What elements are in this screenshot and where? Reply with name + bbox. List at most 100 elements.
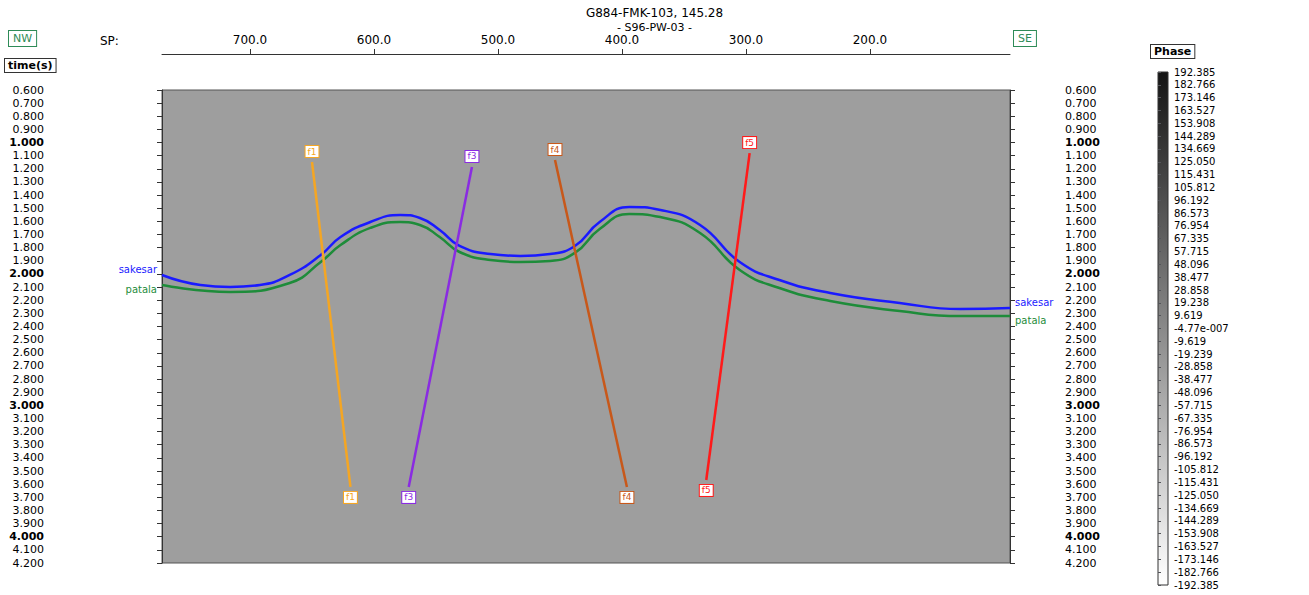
svg-text:3.000: 3.000 (9, 399, 44, 412)
svg-text:500.0: 500.0 (481, 33, 515, 47)
svg-text:f3: f3 (467, 151, 476, 161)
svg-text:4.000: 4.000 (9, 530, 44, 543)
svg-text:125.050: 125.050 (1174, 156, 1215, 167)
svg-text:1.100: 1.100 (13, 149, 45, 162)
svg-text:2.600: 2.600 (13, 346, 45, 359)
svg-text:2.100: 2.100 (13, 281, 45, 294)
svg-text:3.600: 3.600 (1065, 478, 1097, 491)
svg-text:1.700: 1.700 (1065, 228, 1097, 241)
svg-text:-144.289: -144.289 (1174, 515, 1219, 526)
svg-text:-48.096: -48.096 (1174, 387, 1213, 398)
svg-text:4.100: 4.100 (1065, 543, 1097, 556)
svg-text:-96.192: -96.192 (1174, 451, 1213, 462)
svg-text:-153.908: -153.908 (1174, 528, 1219, 539)
svg-text:134.669: 134.669 (1174, 143, 1215, 154)
svg-text:3.700: 3.700 (13, 491, 45, 504)
svg-text:3.500: 3.500 (13, 465, 45, 478)
svg-text:3.400: 3.400 (1065, 451, 1097, 464)
svg-text:1.600: 1.600 (13, 215, 45, 228)
svg-text:NW: NW (13, 32, 32, 45)
svg-text:173.146: 173.146 (1174, 92, 1215, 103)
svg-text:-173.146: -173.146 (1174, 554, 1219, 565)
svg-text:SP:: SP: (100, 34, 119, 48)
svg-text:48.096: 48.096 (1174, 259, 1209, 270)
svg-text:3.000: 3.000 (1065, 399, 1100, 412)
svg-text:57.715: 57.715 (1174, 246, 1209, 257)
svg-text:2.100: 2.100 (1065, 281, 1097, 294)
svg-text:300.0: 300.0 (729, 33, 763, 47)
svg-text:0.900: 0.900 (1065, 123, 1097, 136)
svg-text:time(s): time(s) (8, 59, 53, 72)
svg-text:-134.669: -134.669 (1174, 503, 1219, 514)
svg-text:2.400: 2.400 (1065, 320, 1097, 333)
svg-text:2.700: 2.700 (13, 359, 45, 372)
svg-text:153.908: 153.908 (1174, 118, 1215, 129)
svg-text:2.800: 2.800 (1065, 373, 1097, 386)
svg-text:3.800: 3.800 (1065, 504, 1097, 517)
svg-text:1.100: 1.100 (1065, 149, 1097, 162)
svg-text:Phase: Phase (1154, 45, 1191, 58)
svg-text:sakesar: sakesar (119, 264, 158, 275)
svg-text:-38.477: -38.477 (1174, 374, 1213, 385)
svg-text:-115.431: -115.431 (1174, 477, 1219, 488)
svg-text:-57.715: -57.715 (1174, 400, 1213, 411)
svg-text:-105.812: -105.812 (1174, 464, 1219, 475)
svg-text:4.200: 4.200 (13, 557, 45, 570)
svg-text:19.238: 19.238 (1174, 297, 1209, 308)
svg-text:86.573: 86.573 (1174, 208, 1209, 219)
svg-text:1.300: 1.300 (13, 175, 45, 188)
svg-text:-19.239: -19.239 (1174, 349, 1213, 360)
svg-text:2.500: 2.500 (13, 333, 45, 346)
svg-text:76.954: 76.954 (1174, 220, 1209, 231)
svg-text:1.500: 1.500 (13, 202, 45, 215)
svg-text:G884-FMK-103, 145.28: G884-FMK-103, 145.28 (586, 6, 723, 20)
svg-text:f4: f4 (551, 145, 560, 155)
svg-text:400.0: 400.0 (605, 33, 639, 47)
svg-text:2.000: 2.000 (1065, 267, 1100, 280)
svg-text:1.500: 1.500 (1065, 202, 1097, 215)
svg-text:3.800: 3.800 (13, 504, 45, 517)
svg-text:115.431: 115.431 (1174, 169, 1215, 180)
svg-text:-4.77e-007: -4.77e-007 (1174, 323, 1229, 334)
svg-text:0.800: 0.800 (1065, 110, 1097, 123)
svg-text:28.858: 28.858 (1174, 285, 1209, 296)
svg-text:1.800: 1.800 (13, 241, 45, 254)
svg-text:2.900: 2.900 (13, 386, 45, 399)
svg-text:182.766: 182.766 (1174, 79, 1215, 90)
svg-text:9.619: 9.619 (1174, 310, 1203, 321)
svg-text:3.600: 3.600 (13, 478, 45, 491)
svg-text:2.200: 2.200 (1065, 294, 1097, 307)
svg-text:-125.050: -125.050 (1174, 490, 1219, 501)
svg-text:1.600: 1.600 (1065, 215, 1097, 228)
svg-text:38.477: 38.477 (1174, 272, 1209, 283)
svg-text:3.300: 3.300 (13, 438, 45, 451)
svg-text:1.900: 1.900 (1065, 254, 1097, 267)
svg-text:2.900: 2.900 (1065, 386, 1097, 399)
svg-text:f1: f1 (308, 147, 317, 157)
svg-text:3.700: 3.700 (1065, 491, 1097, 504)
svg-text:1.200: 1.200 (1065, 162, 1097, 175)
svg-text:2.300: 2.300 (1065, 307, 1097, 320)
svg-text:2.400: 2.400 (13, 320, 45, 333)
svg-text:patala: patala (126, 284, 157, 295)
svg-text:1.000: 1.000 (9, 136, 44, 149)
svg-text:- S96-PW-03 -: - S96-PW-03 - (617, 21, 692, 34)
svg-text:-163.527: -163.527 (1174, 541, 1219, 552)
svg-text:-28.858: -28.858 (1174, 361, 1213, 372)
svg-text:600.0: 600.0 (357, 33, 391, 47)
svg-text:4.000: 4.000 (1065, 530, 1100, 543)
svg-text:163.527: 163.527 (1174, 105, 1215, 116)
svg-text:0.600: 0.600 (1065, 84, 1097, 97)
svg-text:3.900: 3.900 (13, 517, 45, 530)
svg-text:2.300: 2.300 (13, 307, 45, 320)
svg-text:f5: f5 (745, 138, 754, 148)
svg-text:1.400: 1.400 (13, 189, 45, 202)
svg-text:-9.619: -9.619 (1174, 336, 1206, 347)
svg-text:3.200: 3.200 (13, 425, 45, 438)
svg-text:-67.335: -67.335 (1174, 413, 1213, 424)
svg-text:3.100: 3.100 (13, 412, 45, 425)
svg-text:1.700: 1.700 (13, 228, 45, 241)
svg-text:1.000: 1.000 (1065, 136, 1100, 149)
svg-text:1.400: 1.400 (1065, 189, 1097, 202)
svg-text:1.800: 1.800 (1065, 241, 1097, 254)
